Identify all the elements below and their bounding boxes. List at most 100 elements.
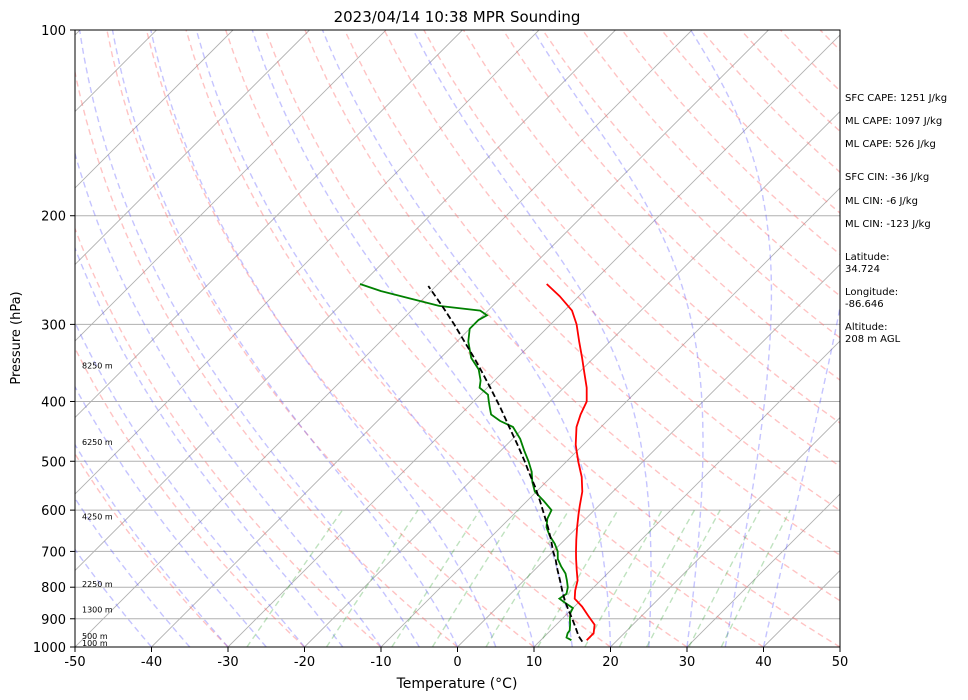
- moist-adiabat-line: [321, 30, 612, 647]
- dry-adiabat-line: [75, 346, 305, 647]
- y-tick-label: 300: [41, 318, 66, 333]
- isotherm-line: [686, 493, 840, 647]
- x-tick-label: -10: [370, 655, 391, 670]
- dry-adiabat-line: [423, 30, 840, 468]
- isotherm-line: [75, 30, 693, 647]
- ml-cin-stat: ML CIN: -6 J/kg: [845, 196, 918, 207]
- height-label: 4250 m: [82, 513, 113, 522]
- altitude-value: 208 m AGL: [845, 334, 901, 345]
- isotherm-line: [533, 340, 840, 647]
- isotherm-line: [75, 30, 463, 419]
- x-tick-label: 0: [453, 655, 461, 670]
- dry-adiabat-line: [145, 30, 611, 647]
- isotherm-line: [75, 30, 540, 495]
- x-tick-label: 20: [602, 655, 619, 670]
- altitude-label: Altitude:: [845, 322, 888, 333]
- isotherm-line: [75, 30, 234, 189]
- height-label: 8250 m: [82, 362, 113, 371]
- ml-cin-stat-2: ML CIN: -123 J/kg: [845, 219, 931, 230]
- moist-adiabat-line: [111, 30, 459, 647]
- isotherm-line: [304, 110, 840, 647]
- height-label: 100 m: [82, 639, 108, 648]
- y-tick-label: 1000: [33, 641, 66, 656]
- longitude-value: -86.646: [845, 299, 884, 310]
- moist-adiabat-line: [762, 303, 840, 647]
- moist-adiabat-line: [75, 497, 191, 647]
- x-axis-label: Temperature (°C): [396, 676, 518, 692]
- isotherm-line: [380, 187, 840, 647]
- y-tick-label: 800: [41, 581, 66, 596]
- latitude-label: Latitude:: [845, 252, 890, 263]
- ml-cape-stat: ML CAPE: 1097 J/kg: [845, 116, 943, 127]
- x-tick-label: 50: [832, 655, 849, 670]
- y-tick-label: 500: [41, 455, 66, 470]
- dry-adiabat-line: [185, 30, 688, 647]
- mixing-ratio-line: [485, 509, 570, 647]
- dry-adiabat-line: [75, 68, 458, 647]
- altitude-stat: Altitude: 208 m AGL: [845, 322, 900, 346]
- latitude-stat: Latitude: 34.724: [845, 252, 890, 276]
- dry-adiabat-line: [106, 30, 535, 647]
- height-label: 6250 m: [82, 438, 113, 447]
- dry-adiabat-line: [75, 226, 382, 647]
- moist-adiabat-line: [75, 443, 229, 647]
- longitude-stat: Longitude: -86.646: [845, 287, 898, 311]
- height-label: 500 m: [82, 632, 108, 641]
- x-tick-label: 30: [679, 655, 696, 670]
- x-axis: -50 -40 -30 -20 -10 0 10 20 30 40 50: [64, 647, 848, 670]
- moist-adiabat-line: [412, 30, 652, 647]
- moist-adiabat-line: [690, 30, 773, 647]
- y-axis: 1000 900 800 700 600 500 400 300 200 100: [33, 24, 75, 656]
- x-tick-label: -50: [64, 655, 85, 670]
- moist-adiabat-line: [195, 30, 535, 647]
- y-axis-label: Pressure (hPa): [9, 291, 24, 384]
- y-tick-label: 200: [41, 210, 66, 225]
- sfc-cin-stat: SFC CIN: -36 J/kg: [845, 172, 930, 183]
- ml-cape-stat-2: ML CAPE: 526 J/kg: [845, 139, 936, 150]
- mixing-ratio-line: [537, 509, 619, 647]
- dry-adiabat-line: [264, 30, 840, 647]
- height-label: 2250 m: [82, 580, 113, 589]
- isotherm-line: [151, 30, 769, 647]
- dry-adiabat-line: [304, 30, 840, 602]
- x-tick-label: 10: [526, 655, 543, 670]
- x-tick-label: 40: [755, 655, 772, 670]
- y-tick-label: 700: [41, 545, 66, 560]
- isotherm-line: [75, 30, 616, 572]
- isotherm-line: [227, 34, 840, 647]
- latitude-value: 34.724: [845, 264, 880, 275]
- mixing-ratio-line: [720, 509, 791, 647]
- sfc-cape-stat: SFC CAPE: 1251 J/kg: [845, 93, 948, 104]
- background-lines: [75, 30, 840, 647]
- y-tick-label: 600: [41, 504, 66, 519]
- dry-adiabat-line: [383, 30, 840, 512]
- mixing-ratio-line: [618, 509, 696, 647]
- mixing-ratio-line: [391, 509, 481, 647]
- mixing-ratio-line: [246, 509, 344, 647]
- mixing-ratio-line: [584, 509, 663, 647]
- isotherm-line: [457, 263, 840, 647]
- height-label: 1300 m: [82, 606, 113, 615]
- x-tick-label: -40: [141, 655, 162, 670]
- isotherm-line: [75, 30, 387, 342]
- moist-adiabat-line: [75, 151, 382, 647]
- x-tick-label: -30: [217, 655, 238, 670]
- longitude-label: Longitude:: [845, 287, 899, 298]
- profile-lines: [359, 283, 596, 643]
- dry-adiabat-line: [343, 30, 840, 556]
- parcel-line: [427, 285, 584, 643]
- mixing-ratio-line: [325, 509, 419, 647]
- y-tick-label: 400: [41, 395, 66, 410]
- dewpoint-line: [359, 283, 575, 641]
- sounding-stats-panel: SFC CAPE: 1251 J/kg ML CAPE: 1097 J/kg M…: [845, 0, 968, 700]
- moist-adiabat-line: [78, 30, 420, 647]
- temperature-line: [546, 283, 596, 641]
- mixing-ratio-line: [688, 509, 761, 647]
- isotherm-line: [75, 30, 310, 266]
- mixing-ratio-line: [645, 509, 721, 647]
- y-tick-label: 900: [41, 613, 66, 628]
- moist-adiabat-line: [532, 30, 704, 647]
- mixing-ratio-line: [431, 509, 519, 647]
